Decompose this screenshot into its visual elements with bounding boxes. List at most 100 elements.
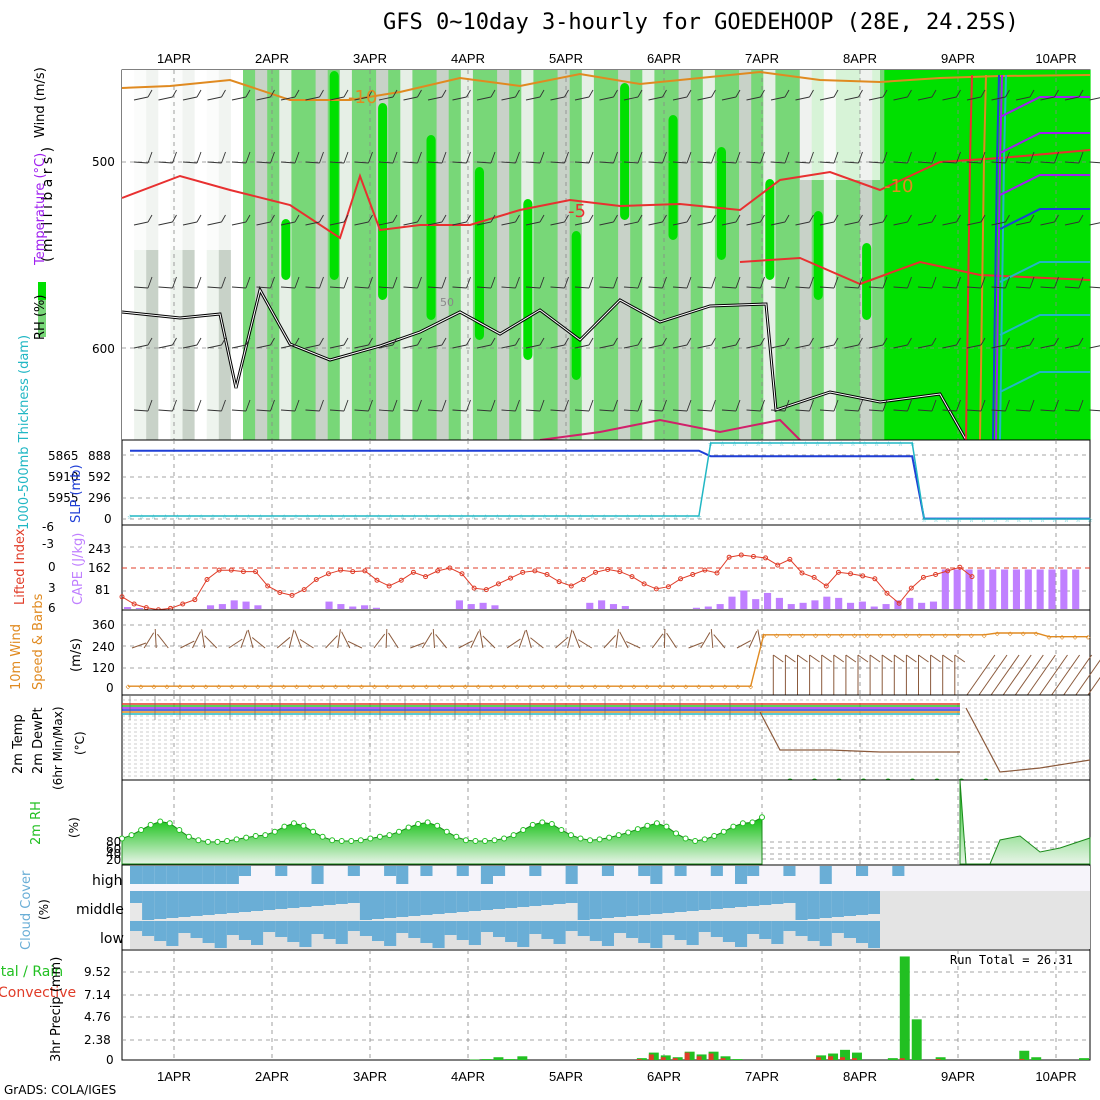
wind-barb-flag (441, 399, 447, 412)
li-point (362, 568, 368, 574)
wind-barb (452, 286, 467, 289)
cloud-high-bar (565, 866, 578, 884)
thickness-point: ☆ (755, 439, 761, 449)
ylabel-wind: Wind (m/s) (33, 67, 48, 138)
wind-barb-flag (172, 337, 177, 346)
wind-barb (721, 96, 737, 101)
wind-barb-flag (319, 337, 324, 346)
thick-tick-5865: 5865 (48, 449, 79, 463)
wind-barb (329, 286, 345, 289)
wind-barb (1040, 96, 1055, 101)
cape-bar (692, 607, 700, 609)
cloud-high-bar (226, 866, 239, 884)
li-point (896, 600, 902, 606)
wind-barb (623, 286, 639, 289)
wind-barb (158, 161, 173, 164)
cloud-low-bar (759, 921, 772, 939)
cloud-middle-bar (226, 891, 239, 913)
wind-barb (942, 161, 957, 164)
li-point (544, 571, 550, 577)
wind-barb-flag (858, 214, 863, 223)
wind10m-barb-flag (930, 654, 941, 663)
precip-convective-bar (1019, 1059, 1025, 1060)
wind-barb (525, 344, 541, 349)
wind-barb (917, 286, 933, 289)
thickness-point: ☆ (471, 512, 477, 522)
cloud-low-bar (843, 921, 856, 938)
rh-fill-column (533, 70, 547, 440)
wind-barb-flag (417, 399, 422, 412)
wind-barb (697, 161, 712, 164)
cloud-high-bar (130, 866, 143, 884)
li-point (131, 601, 137, 607)
wind-barb (942, 409, 957, 412)
wind10m-barb (299, 638, 314, 649)
cape-bar (787, 604, 795, 609)
wind-barb (501, 96, 516, 101)
wind-barb-flag (221, 337, 226, 346)
cloud-high-bar (856, 866, 869, 876)
wind-barb (207, 344, 222, 349)
cloud-low-bar (190, 921, 203, 938)
rh-fill-column (884, 70, 897, 440)
precip-total-bar (517, 1056, 528, 1060)
li-point (386, 583, 392, 589)
wind-barb (1064, 286, 1080, 289)
wind-barb (158, 344, 173, 349)
wind-barb-flag (1005, 276, 1010, 289)
wind-barb-flag (392, 399, 398, 412)
thickness-point: ☆ (542, 512, 548, 522)
wind-barb-flag (833, 337, 839, 346)
cloud-cover-panel: high middle low Cloud Cover (%) (19, 864, 1091, 951)
precip-convective-bar (696, 1056, 702, 1060)
cloud-low-bar (638, 921, 651, 943)
wind-barb (525, 409, 541, 412)
precip-convective-bar (899, 1058, 905, 1060)
thickness-point: ☆ (625, 512, 631, 522)
wind10m-barb (1002, 654, 1032, 696)
wind-barb (1040, 409, 1055, 412)
wind-barb-flag (172, 399, 177, 412)
wind-barb (256, 286, 271, 289)
wind-barb-flag (784, 151, 790, 164)
rh2m-point (739, 820, 746, 827)
wind-barb-flag (270, 399, 275, 412)
wind-barb-flag (172, 89, 177, 98)
rh2m-point (204, 838, 211, 845)
wind-barb (354, 409, 369, 412)
wind-speed-point: ◇ (346, 682, 351, 691)
cape-bar (479, 602, 487, 609)
thickness-point: ☆ (744, 439, 750, 449)
li-point (605, 566, 611, 572)
wind10m-barb (555, 636, 569, 649)
rh-fill-core (281, 219, 291, 280)
cloud-middle-bar (480, 891, 493, 910)
rh-fill-column (920, 70, 934, 440)
wind-barb-flag (711, 337, 716, 346)
wind-barb-flag (515, 337, 520, 346)
wind-barb-flag (368, 214, 373, 223)
rh-fill-core (329, 71, 339, 280)
wind-barb (476, 96, 492, 101)
thickness-label: 1000-500mb Thickness (dam) (17, 335, 32, 530)
wind-speed-point: ◇ (242, 682, 247, 691)
wind-barb-flag (882, 276, 888, 289)
wind10m-barb (990, 654, 1020, 696)
rh2m-point (262, 832, 269, 839)
wind-barb (501, 344, 516, 349)
wind-barb-flag (735, 337, 741, 346)
steep-contour (965, 74, 973, 441)
wind10m-barb (251, 637, 266, 649)
wind-barb (305, 161, 320, 164)
rh-fill-column (315, 70, 329, 440)
precip-convective-bar (851, 1058, 857, 1060)
cloud-middle-bar (783, 891, 796, 903)
cape-bar (254, 605, 262, 609)
rh-dry-region-2 (800, 70, 880, 180)
wind-barb (1064, 344, 1080, 349)
wind-barb (133, 221, 149, 226)
rh2m-point (434, 822, 441, 829)
wind-barb-flag (686, 399, 692, 412)
wind-barb-flag (809, 399, 814, 412)
wind10m-barb (294, 630, 302, 649)
